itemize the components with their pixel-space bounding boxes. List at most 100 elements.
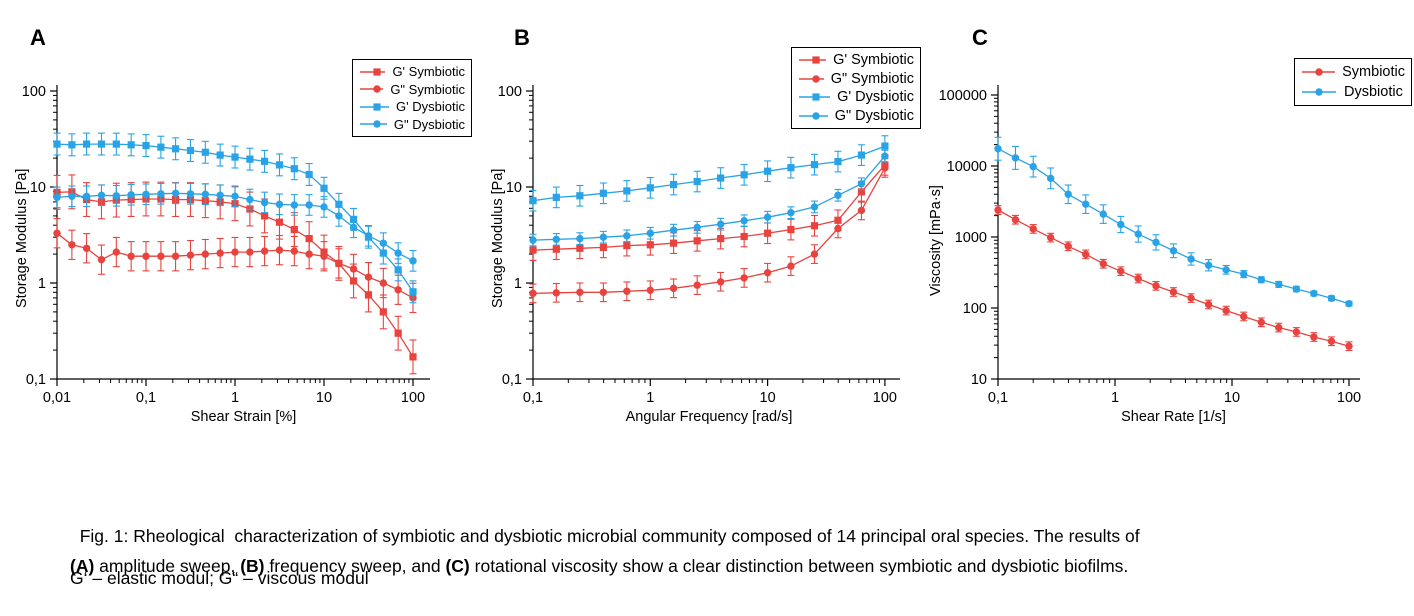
data-point-marker: [82, 140, 91, 148]
caption-text-segment: amplitude sweep,: [94, 556, 241, 576]
y-tick-label: 0,1: [502, 372, 522, 388]
series-g-symbiotic: [529, 158, 889, 304]
data-point-marker: [576, 192, 584, 200]
data-point-marker: [623, 287, 631, 295]
data-point-marker: [216, 249, 224, 257]
data-point-marker: [171, 145, 180, 153]
data-point-marker: [320, 203, 328, 211]
data-point-marker: [646, 286, 654, 294]
caption-note: G‘ – elastic modul; G“ – viscous modul: [70, 568, 369, 588]
circle-marker-icon: [1302, 88, 1336, 96]
data-point-marker: [1257, 318, 1265, 326]
legend-label: Symbiotic: [1342, 64, 1405, 80]
data-point-marker: [364, 291, 373, 299]
data-point-marker: [1029, 162, 1037, 171]
legend-c: Symbiotic Dysbiotic: [1294, 58, 1412, 106]
data-point-marker: [82, 244, 91, 252]
data-point-marker: [1011, 154, 1020, 162]
data-point-marker: [857, 206, 866, 215]
data-point-marker: [275, 246, 284, 254]
data-point-marker: [1134, 274, 1142, 283]
data-point-marker: [994, 206, 1002, 214]
circle-marker-icon: [360, 85, 384, 93]
square-marker-icon: [360, 103, 390, 111]
data-point-marker: [379, 308, 387, 316]
chart-c-xlabel: Shear Rate [1/s]: [1121, 409, 1226, 425]
legend-item: G" Dysbiotic: [798, 107, 914, 126]
y-tick-label: 10: [30, 180, 46, 196]
data-point-marker: [552, 193, 560, 201]
data-point-marker: [68, 241, 76, 249]
data-point-marker: [693, 237, 701, 245]
x-tick-label: 1: [1111, 390, 1119, 406]
data-point-marker: [717, 174, 725, 182]
data-point-marker: [1257, 276, 1265, 284]
chart-c-ylabel: Viscosity [mPa·s]: [928, 185, 944, 296]
legend-label: G' Symbiotic: [392, 64, 465, 80]
legend-label: Dysbiotic: [1344, 84, 1403, 100]
data-point-marker: [260, 247, 269, 255]
x-tick-label: 0,01: [43, 390, 71, 406]
data-point-marker: [290, 165, 298, 173]
data-point-marker: [201, 250, 210, 258]
data-point-marker: [349, 265, 358, 273]
data-point-marker: [669, 284, 678, 293]
data-point-marker: [171, 189, 180, 197]
data-point-marker: [335, 200, 343, 208]
data-point-marker: [763, 269, 772, 277]
data-point-marker: [1240, 270, 1248, 278]
data-point-marker: [231, 248, 239, 256]
data-point-marker: [1134, 230, 1142, 238]
x-tick-label: 10: [760, 390, 776, 406]
data-point-marker: [409, 353, 417, 361]
data-point-marker: [290, 225, 298, 234]
data-point-marker: [576, 288, 584, 297]
data-point-marker: [157, 190, 165, 198]
data-point-marker: [364, 273, 373, 281]
data-point-marker: [53, 140, 61, 148]
data-point-marker: [275, 218, 284, 226]
panel-b-letter: B: [514, 25, 530, 50]
circle-marker-icon: [360, 120, 387, 128]
caption-panel-ref: (B): [240, 556, 265, 576]
data-point-marker: [763, 213, 772, 221]
data-point-marker: [552, 289, 561, 297]
legend-item: G' Symbiotic: [798, 51, 914, 70]
series-dysbiotic: [994, 136, 1353, 308]
legend-item: Symbiotic: [1301, 62, 1405, 82]
data-point-marker: [1240, 312, 1248, 321]
data-point-marker: [186, 146, 195, 155]
data-point-marker: [142, 190, 150, 198]
x-tick-label: 10: [1224, 390, 1240, 406]
data-point-marker: [1327, 337, 1336, 345]
data-point-marker: [881, 164, 889, 172]
data-point-marker: [787, 208, 795, 217]
data-point-marker: [857, 151, 866, 159]
data-point-marker: [576, 234, 584, 243]
data-point-marker: [576, 244, 584, 252]
data-point-marker: [320, 252, 328, 260]
legend-item: Dysbiotic: [1301, 82, 1405, 102]
data-point-marker: [97, 191, 106, 199]
data-point-marker: [68, 141, 76, 149]
square-marker-icon: [799, 93, 831, 101]
legend-item: G' Dysbiotic: [798, 88, 914, 107]
data-point-marker: [260, 157, 269, 165]
data-point-marker: [1187, 294, 1195, 302]
data-point-marker: [394, 329, 402, 337]
legend-a: G' Symbiotic G" Symbiotic G' Dysbiotic G" D…: [352, 59, 472, 137]
x-tick-label: 100: [873, 390, 897, 406]
data-point-marker: [1222, 266, 1230, 274]
square-marker-icon: [360, 68, 386, 76]
data-point-marker: [201, 190, 210, 198]
data-point-marker: [186, 251, 195, 259]
data-point-marker: [1222, 306, 1230, 315]
caption-text-segment: frequency sweep, and: [264, 556, 446, 576]
data-point-marker: [994, 145, 1002, 153]
data-point-marker: [693, 177, 701, 186]
data-point-marker: [1152, 238, 1160, 247]
data-point-marker: [1169, 288, 1178, 296]
data-point-marker: [275, 161, 284, 169]
data-point-marker: [364, 232, 373, 240]
y-tick-label: 10: [506, 180, 522, 196]
